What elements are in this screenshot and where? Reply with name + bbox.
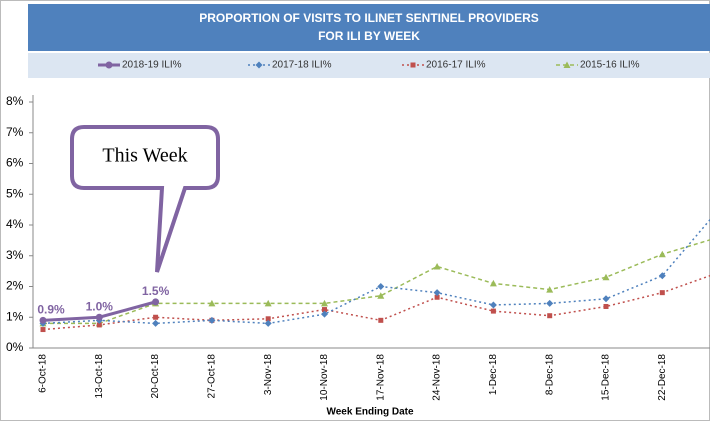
x-tick-label: 3-Nov-18 — [263, 354, 274, 396]
chart-title: FOR ILI BY WEEK — [318, 29, 420, 43]
marker — [152, 319, 160, 327]
marker — [378, 317, 384, 323]
marker — [265, 316, 271, 322]
marker — [603, 303, 609, 309]
marker — [95, 313, 103, 321]
x-tick-label: 1-Dec-18 — [488, 354, 499, 396]
marker — [433, 263, 441, 270]
x-tick-label: 13-Oct-18 — [94, 354, 105, 399]
marker — [659, 290, 665, 296]
marker — [153, 314, 159, 320]
marker — [546, 286, 554, 293]
marker — [152, 298, 160, 306]
x-tick-label: 6-Oct-18 — [38, 354, 49, 393]
marker — [489, 301, 497, 309]
x-tick-label: 17-Nov-18 — [375, 354, 386, 401]
x-tick-label: 10-Nov-18 — [319, 354, 330, 401]
marker — [255, 61, 263, 69]
legend-strip — [28, 53, 710, 78]
x-tick-label: 8-Dec-18 — [544, 354, 555, 396]
marker — [377, 283, 385, 290]
marker — [658, 250, 666, 258]
y-tick-label: 6% — [6, 156, 24, 170]
y-tick-label: 2% — [6, 279, 24, 293]
marker — [433, 289, 441, 297]
x-tick-label: 20-Oct-18 — [150, 354, 161, 399]
legend-label: 2017-18 ILI% — [272, 60, 332, 71]
marker — [39, 316, 47, 324]
marker — [602, 295, 610, 303]
marker — [264, 299, 272, 307]
x-tick-label: 15-Dec-18 — [601, 354, 612, 401]
marker — [96, 322, 102, 328]
legend-label: 2018-19 ILI% — [122, 60, 182, 71]
marker — [658, 272, 666, 280]
legend-label: 2016-17 ILI% — [426, 60, 486, 71]
marker — [264, 319, 272, 327]
data-label: 1.0% — [86, 299, 114, 313]
title-banner — [28, 4, 710, 51]
x-tick-label: 27-Oct-18 — [207, 354, 218, 399]
marker — [410, 62, 416, 68]
marker — [208, 316, 216, 324]
marker — [105, 61, 113, 69]
data-label: 0.9% — [37, 302, 65, 316]
y-tick-label: 3% — [6, 248, 24, 262]
legend-label: 2015-16 ILI% — [580, 60, 640, 71]
y-tick-label: 8% — [6, 94, 24, 108]
callout-text: This Week — [102, 145, 187, 167]
marker — [377, 292, 385, 299]
marker — [434, 294, 440, 300]
callout — [70, 125, 220, 273]
marker — [321, 310, 328, 318]
x-tick-label: 24-Nov-18 — [432, 354, 443, 401]
y-tick-label: 5% — [6, 186, 24, 200]
y-tick-label: 4% — [6, 217, 24, 231]
marker — [602, 273, 610, 281]
series-line — [42, 274, 710, 331]
chart-title: PROPORTION OF VISITS TO ILINET SENTINEL … — [199, 11, 539, 25]
marker — [489, 279, 497, 287]
y-tick-label: 0% — [6, 340, 24, 354]
marker — [563, 61, 571, 68]
series-line — [43, 239, 710, 325]
marker — [546, 299, 554, 307]
marker — [208, 299, 216, 307]
x-tick-label: 22-Dec-18 — [657, 354, 668, 401]
marker — [547, 313, 553, 319]
marker — [321, 299, 328, 307]
marker — [40, 327, 46, 333]
marker — [490, 308, 496, 314]
data-label: 1.5% — [142, 284, 170, 298]
y-tick-label: 1% — [6, 309, 24, 323]
x-axis-title: Week Ending Date — [326, 407, 413, 418]
marker — [322, 307, 327, 313]
y-tick-label: 7% — [6, 125, 24, 139]
